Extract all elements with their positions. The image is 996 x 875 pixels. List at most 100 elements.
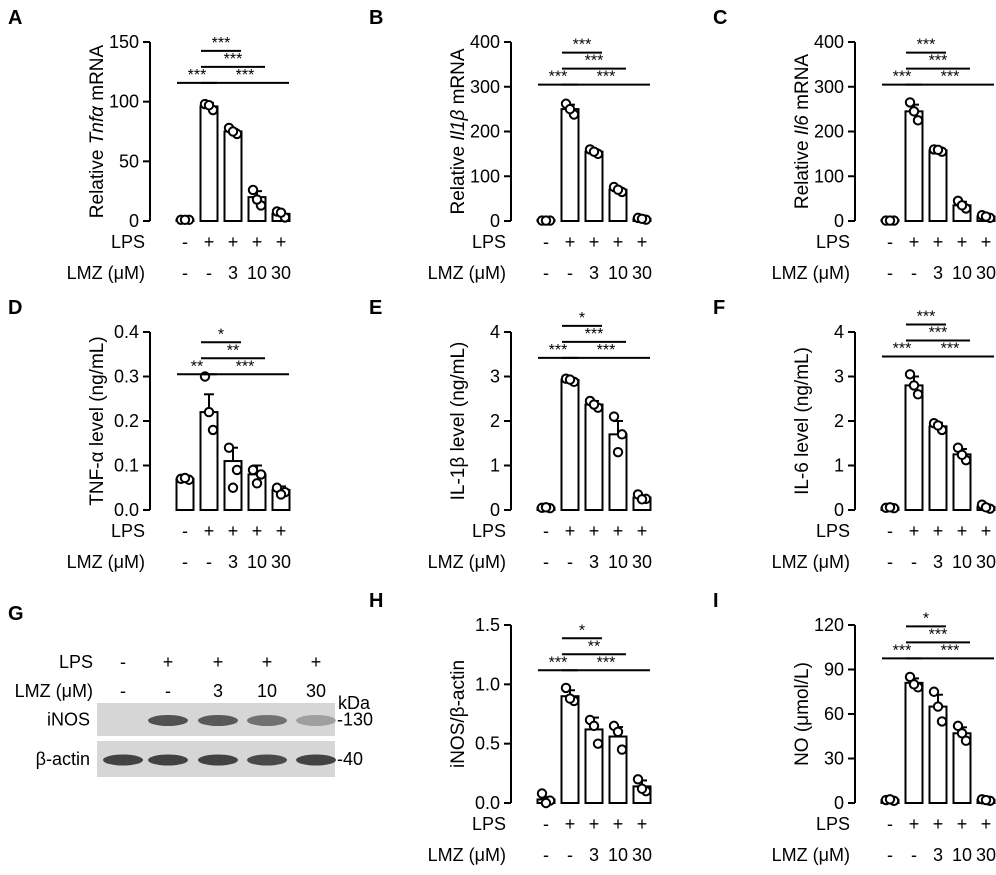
significance-label: *** [236, 67, 255, 84]
significance-label: *** [585, 326, 604, 343]
y-tick-label: 90 [824, 660, 844, 680]
data-point [592, 738, 604, 749]
significance-label: *** [941, 341, 960, 358]
y-axis-label-part: mRNA [87, 44, 108, 106]
data-point [908, 106, 920, 117]
blot-band [296, 754, 336, 766]
lmz-value: 3 [933, 552, 943, 572]
lps-value: + [589, 521, 600, 541]
y-tick-label: 1 [834, 456, 844, 476]
lmz-value: - [911, 845, 917, 865]
lmz-value: 3 [933, 263, 943, 283]
y-tick-label: 100 [470, 166, 500, 186]
significance-label: * [923, 610, 929, 627]
data-point [904, 369, 916, 380]
significance-label: *** [893, 341, 912, 358]
panel-letter: C [713, 7, 727, 29]
data-point [588, 720, 600, 732]
lmz-value: - [567, 552, 573, 572]
lps-value: + [981, 232, 992, 252]
blot-band [148, 715, 188, 726]
data-point [980, 794, 992, 806]
lps-value: + [163, 652, 174, 672]
y-axis-label: NO (μmol/L) [792, 662, 813, 766]
lmz-value: 30 [632, 845, 652, 865]
y-tick-label: 100 [814, 166, 844, 186]
blot-band [148, 754, 188, 766]
significance-label: *** [597, 69, 616, 86]
lps-value: + [933, 521, 944, 541]
y-axis-label: iNOS/β-actin [448, 660, 469, 768]
significance-label: *** [224, 51, 243, 68]
lmz-value: - [567, 263, 573, 283]
blot-kda-marker: -130 [337, 710, 373, 730]
lmz-row-label: LMZ (μM) [428, 263, 506, 283]
data-point [203, 100, 215, 111]
data-point [908, 679, 920, 690]
lps-value: - [120, 652, 126, 672]
lps-value: + [204, 232, 215, 252]
y-tick-label: 0.5 [475, 734, 500, 754]
significance-label: *** [917, 309, 936, 326]
lmz-value: - [911, 263, 917, 283]
y-tick-label: 0.2 [114, 411, 139, 431]
panel-letter: G [8, 603, 24, 625]
data-point [255, 469, 267, 480]
lmz-row-label: LMZ (μM) [428, 552, 506, 572]
data-point [956, 728, 968, 739]
y-tick-label: 400 [470, 32, 500, 52]
y-axis-label-part: IL-1β level (ng/mL) [448, 342, 469, 501]
data-point [956, 449, 968, 461]
significance-label: *** [893, 642, 912, 659]
data-point [275, 489, 287, 500]
significance-label: *** [929, 53, 948, 70]
data-point [928, 686, 940, 697]
lmz-row-label: LMZ (μM) [67, 552, 145, 572]
lmz-value: 10 [608, 845, 628, 865]
data-point [636, 494, 648, 505]
lps-value: + [933, 814, 944, 834]
lps-row-label: LPS [816, 521, 850, 541]
lmz-value: 10 [608, 263, 628, 283]
y-tick-label: 60 [824, 704, 844, 724]
significance-label: * [579, 310, 585, 327]
y-tick-label: 4 [490, 322, 500, 342]
bar [608, 433, 628, 512]
lps-value: + [909, 232, 920, 252]
lmz-value: - [887, 552, 893, 572]
lps-value: - [543, 232, 549, 252]
data-point [616, 429, 628, 440]
lmz-value: - [543, 845, 549, 865]
y-tick-label: 30 [824, 749, 844, 769]
y-axis-label-part: mRNA [448, 48, 469, 110]
y-axis-label: Relative Il1β mRNA [448, 48, 469, 214]
y-tick-label: 400 [814, 32, 844, 52]
y-tick-label: 0.3 [114, 367, 139, 387]
y-tick-label: 2 [490, 411, 500, 431]
data-point [884, 215, 896, 226]
y-tick-label: 0 [834, 211, 844, 231]
bar [928, 425, 948, 511]
lmz-value: 30 [271, 552, 291, 572]
blot-band [247, 754, 287, 766]
lmz-value: - [120, 681, 126, 701]
data-point [612, 726, 624, 737]
data-point [564, 693, 576, 704]
data-point [956, 200, 968, 211]
lps-value: + [311, 652, 322, 672]
lmz-value: 30 [306, 681, 326, 701]
y-axis-label-part: IL-6 level (ng/mL) [792, 347, 813, 495]
lmz-value: 10 [257, 681, 277, 701]
significance-label: *** [929, 325, 948, 342]
lps-value: + [252, 521, 263, 541]
y-tick-label: 300 [470, 77, 500, 97]
data-point [560, 682, 572, 694]
y-tick-label: 1 [490, 456, 500, 476]
lps-value: + [589, 814, 600, 834]
